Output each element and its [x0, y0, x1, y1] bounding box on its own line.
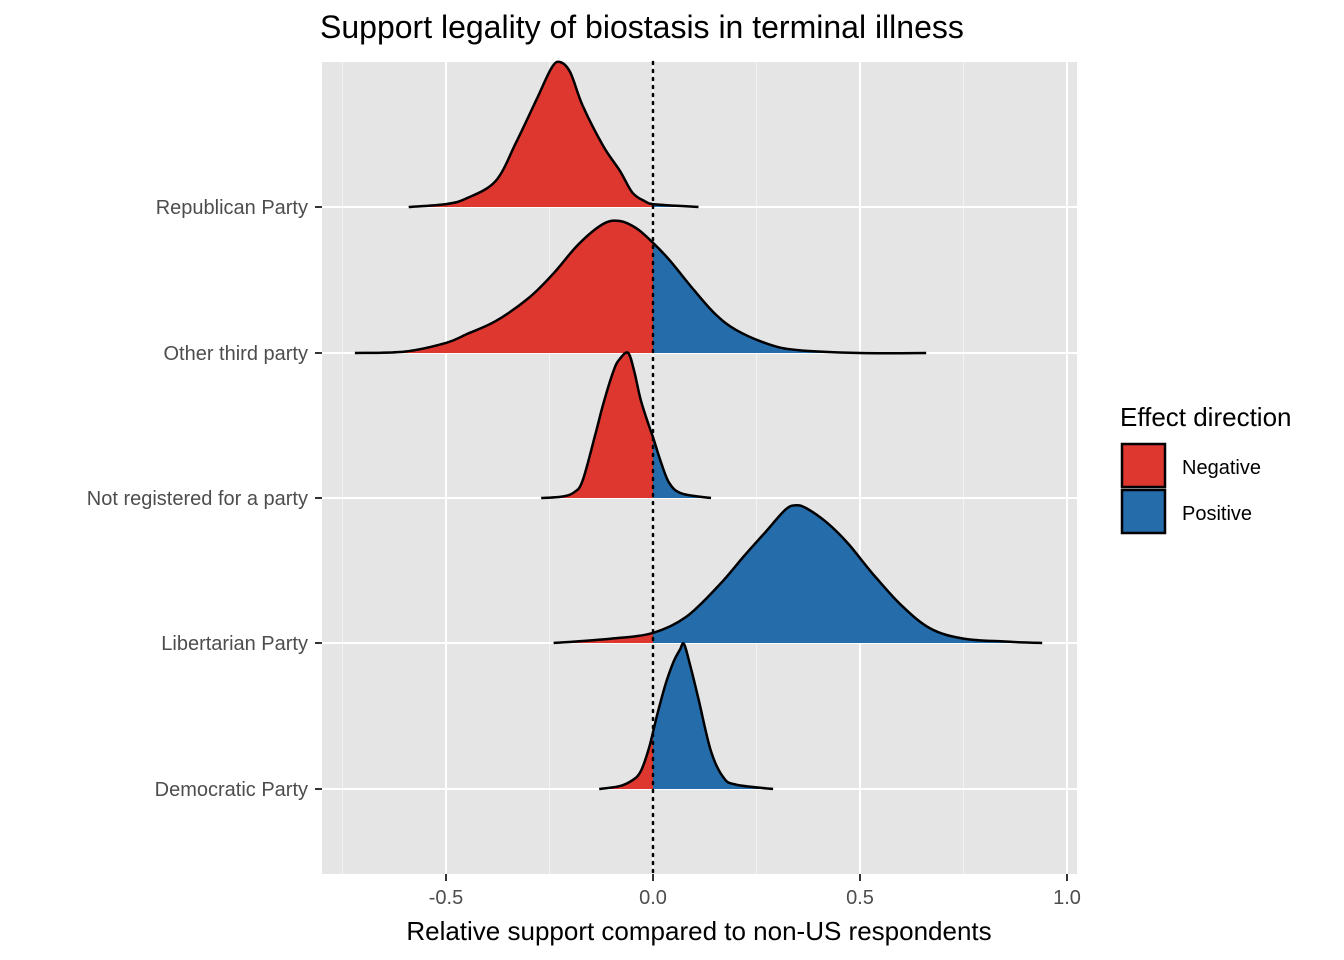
chart-title: Support legality of biostasis in termina…	[320, 9, 964, 45]
legend-label-positive: Positive	[1182, 503, 1252, 525]
ridge-fill-positive	[653, 505, 1043, 643]
legend: Effect direction Negative Positive	[1120, 402, 1292, 535]
ridge-democratic-party	[599, 642, 774, 791]
ridge-fill-negative	[408, 61, 653, 207]
y-tick-label: Libertarian Party	[161, 633, 308, 655]
ridge-outline	[541, 351, 712, 500]
ridge-other-third-party	[354, 219, 927, 355]
ridge-fill-negative	[541, 352, 653, 498]
ridge-fill-positive	[653, 242, 927, 354]
legend-key-negative	[1120, 442, 1167, 489]
x-tick-label: 1.0	[1053, 887, 1081, 909]
ridge-not-registered-for-a-party	[541, 351, 712, 500]
ridge-libertarian-party	[553, 503, 1043, 645]
legend-key-positive	[1120, 488, 1167, 535]
ridge-outline	[354, 219, 927, 355]
legend-title: Effect direction	[1120, 402, 1292, 432]
ridge-outline	[408, 60, 699, 209]
ridge-fill-positive	[653, 437, 711, 498]
y-tick-label: Not registered for a party	[87, 488, 308, 510]
y-tick-label: Democratic Party	[155, 779, 308, 801]
ridge-republican-party	[408, 60, 699, 209]
x-tick-label: 0.5	[846, 887, 874, 909]
ridge-fill-negative	[553, 632, 653, 643]
ridge-fill-negative	[354, 220, 653, 353]
x-axis-title: Relative support compared to non-US resp…	[406, 916, 991, 946]
legend-label-negative: Negative	[1182, 457, 1261, 479]
ridge-fill-positive	[653, 643, 774, 789]
y-tick-label: Republican Party	[156, 197, 308, 219]
x-tick-label: 0.0	[639, 887, 667, 909]
x-tick-label: -0.5	[429, 887, 463, 909]
ridge-layer	[354, 60, 1043, 791]
axis-layer: -0.5 0.0 0.5 1.0 Republican Party Other third…	[87, 197, 1081, 909]
ridge-outline	[599, 642, 774, 791]
y-tick-label: Other third party	[163, 343, 308, 365]
ridge-outline	[553, 503, 1043, 645]
